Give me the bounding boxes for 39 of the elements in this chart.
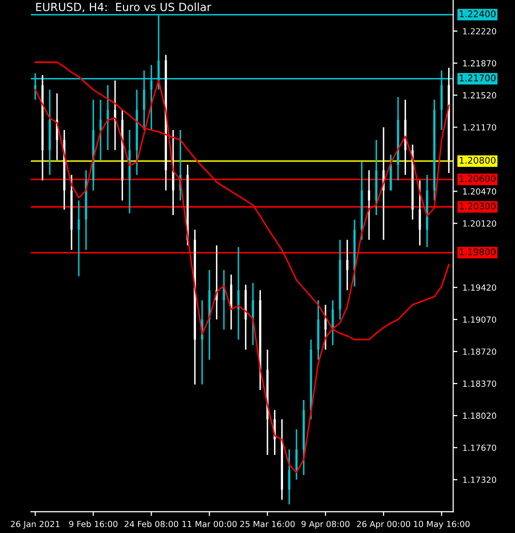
ref-line-label: 1.20800	[460, 156, 496, 164]
y-tick-label: 1.21520	[463, 92, 496, 98]
x-tick-label: 9 Apr 08:00	[302, 520, 350, 529]
ref-line-label: 1.22400	[460, 10, 496, 18]
candlestick	[295, 428, 298, 480]
candlestick	[99, 99, 102, 161]
x-tick-label: 25 Mar 16:00	[240, 520, 295, 528]
candlestick	[368, 170, 370, 241]
candlestick	[288, 448, 290, 506]
y-tick-label: 1.17320	[463, 476, 496, 483]
candlestick	[78, 200, 80, 278]
y-tick-label: 1.21870	[463, 60, 496, 66]
x-tick-label: 24 Feb 08:00	[124, 520, 178, 528]
ref-line-label: 1.20300	[460, 202, 496, 210]
ref-line-label: 1.19800	[460, 248, 496, 256]
candlestick	[106, 84, 109, 151]
x-tick-label: 10 May 16:00	[414, 520, 470, 529]
y-tick-label: 1.18370	[463, 380, 496, 387]
candlestick	[274, 409, 276, 456]
y-tick-label: 1.19070	[463, 316, 496, 323]
y-tick-label: 1.22220	[463, 28, 496, 34]
x-tick-label: 11 Mar 00:00	[182, 520, 237, 528]
y-tick-label: 1.21170	[463, 124, 496, 131]
y-tick-label: 1.18720	[463, 348, 496, 355]
y-tick-label: 1.20120	[463, 220, 496, 227]
candlestick	[324, 304, 327, 350]
x-tick-label: 26 Jan 2021	[10, 520, 60, 529]
x-tick-label: 26 Apr 00:00	[356, 520, 410, 529]
candlestick	[346, 239, 348, 291]
ref-line-label: 1.20600	[460, 175, 496, 182]
ref-line-label: 1.21700	[460, 74, 496, 82]
chart-title: EURUSD, H4: Euro vs US Dollar	[36, 2, 212, 12]
y-tick-label: 1.20470	[463, 188, 496, 195]
candlestick	[332, 300, 334, 346]
candlestick	[418, 180, 421, 246]
y-tick-label: 1.19420	[463, 284, 496, 291]
y-tick-label: 1.18020	[463, 412, 496, 419]
x-tick-label: 9 Feb 16:00	[69, 520, 118, 528]
y-tick-label: 1.17670	[463, 444, 496, 451]
